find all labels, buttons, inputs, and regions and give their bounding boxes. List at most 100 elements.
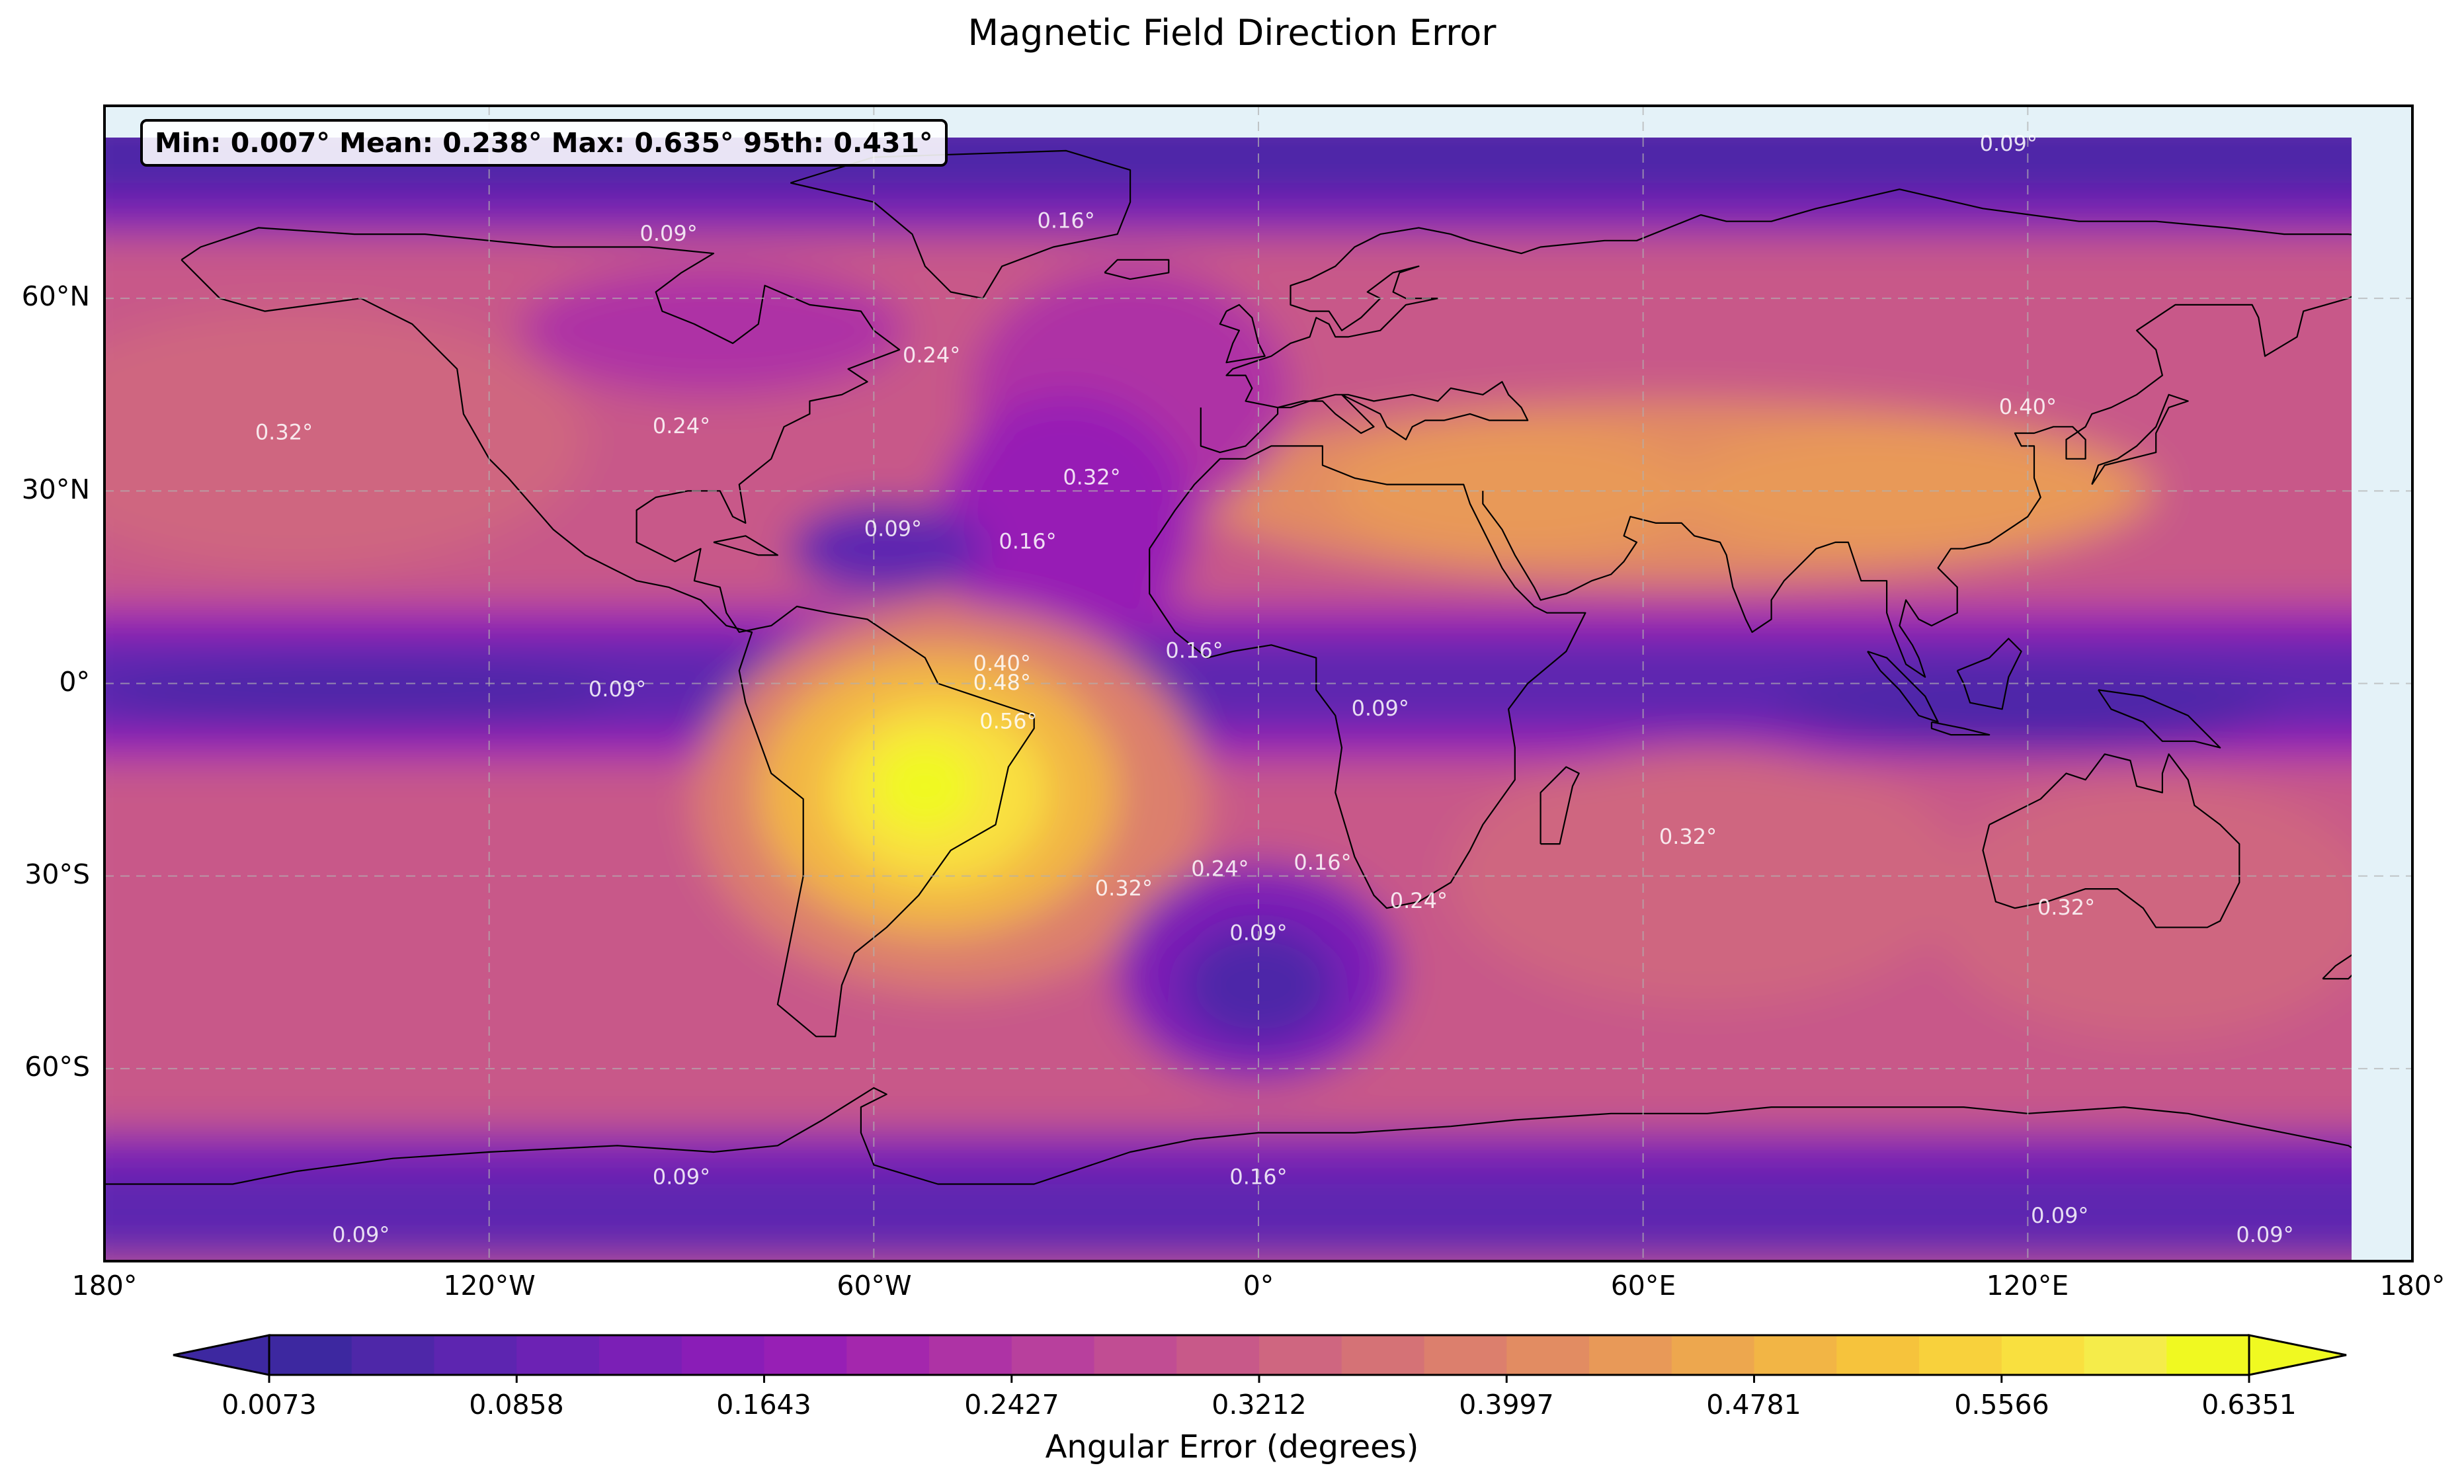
contour-label: 0.16°	[1038, 208, 1095, 233]
stats-box: Min: 0.007° Mean: 0.238° Max: 0.635° 95t…	[140, 119, 948, 167]
coastline	[1149, 445, 1586, 909]
colorbar-tick: 0.5566	[1954, 1389, 2049, 1421]
colorbar-segment	[434, 1335, 517, 1375]
contour-label: 0.09°	[1980, 131, 2037, 156]
coastline	[713, 535, 779, 556]
contour-label: 0.09°	[2031, 1203, 2088, 1228]
lat-label-30n: 30°N	[21, 474, 90, 505]
contour-labels: 0.09° 0.09° 0.16° 0.24° 0.32° 0.24° 0.40° 0.32°…	[255, 131, 2294, 1247]
contour-label: 0.24°	[653, 413, 710, 438]
coastline	[2098, 689, 2221, 749]
coastline	[1930, 721, 1991, 736]
colorbar-min-extend	[173, 1334, 270, 1376]
field-blob	[874, 741, 977, 831]
coastline	[2322, 954, 2352, 980]
colorbar-tick: 0.3997	[1459, 1389, 1554, 1421]
coastline	[2091, 393, 2189, 485]
colorbar-segment	[1919, 1335, 2002, 1375]
coastline	[790, 149, 1131, 300]
colorbar-segment	[1011, 1335, 1095, 1375]
field-band	[104, 606, 2352, 639]
contour-label: 0.32°	[255, 420, 313, 445]
colorbar-segment	[1094, 1335, 1177, 1375]
contour-label: 0.09°	[589, 677, 646, 702]
error-field	[104, 138, 2352, 1260]
contour-label: 0.40°	[1999, 394, 2057, 419]
lon-label-180e: 180°	[2379, 1270, 2445, 1301]
contour-label: 0.09°	[2236, 1222, 2293, 1247]
field-blob	[104, 664, 618, 729]
coastline	[1482, 296, 2352, 678]
contour-label: 0.24°	[903, 343, 960, 368]
colorbar-segment	[764, 1335, 847, 1375]
coastline	[1867, 650, 1939, 723]
lon-label-180w: 180°	[71, 1270, 138, 1301]
colorbar-segment	[1424, 1335, 1507, 1375]
colorbar-segment	[351, 1335, 435, 1375]
colorbar-tick: 0.3212	[1211, 1389, 1307, 1421]
field-blob	[1335, 427, 1695, 556]
contour-label: 0.16°	[999, 529, 1056, 554]
lon-label-60w: 60°W	[837, 1270, 912, 1301]
colorbar-segment	[1341, 1335, 1425, 1375]
colorbar-segment	[2166, 1335, 2250, 1375]
lon-label-60e: 60°E	[1610, 1270, 1676, 1301]
coastline	[1982, 753, 2240, 928]
lon-label-120e: 120°E	[1986, 1270, 2069, 1301]
colorbar-segment	[1836, 1335, 1920, 1375]
field-blob	[938, 394, 1195, 651]
colorbar-segment	[846, 1335, 930, 1375]
gridlines	[104, 106, 2412, 1261]
field-blob	[790, 503, 983, 594]
plot-frame	[103, 104, 2414, 1262]
colorbar-segment	[1754, 1335, 1837, 1375]
colorbar-segment	[1506, 1335, 1590, 1375]
coastline	[1219, 304, 1266, 364]
colorbar-segment	[2084, 1335, 2167, 1375]
colorbar-tick: 0.0858	[469, 1389, 564, 1421]
colorbar-segment	[599, 1335, 682, 1375]
contour-label: 0.09°	[639, 221, 697, 246]
field-band	[104, 195, 2352, 235]
contour-label: 0.32°	[1063, 465, 1120, 490]
lat-label-60n: 60°N	[21, 280, 90, 312]
field-blob	[104, 311, 585, 568]
colorbar-segment	[516, 1335, 600, 1375]
field-blob	[1450, 747, 1964, 1005]
colorbar-segment	[269, 1335, 352, 1375]
colorbar-tick: 0.0073	[222, 1389, 317, 1421]
field-band	[104, 1171, 2352, 1260]
colorbar	[173, 1334, 2347, 1383]
coastline	[1104, 259, 1170, 280]
colorbar-segment	[929, 1335, 1012, 1375]
colorbar-segment	[1259, 1335, 1342, 1375]
coastline	[1956, 638, 2022, 710]
lat-label-60s: 60°S	[24, 1051, 90, 1083]
field-blob	[521, 266, 906, 395]
lon-label-120w: 120°W	[443, 1270, 536, 1301]
colorbar-segment	[2001, 1335, 2085, 1375]
contour-label: 0.09°	[1229, 921, 1287, 946]
field-blob	[1932, 780, 2352, 1037]
colorbar-segment	[681, 1335, 765, 1375]
contour-label: 0.32°	[2037, 895, 2095, 920]
lat-label-30s: 30°S	[24, 858, 90, 890]
colorbar-segment	[1176, 1335, 1260, 1375]
colorbar-segment	[1671, 1335, 1755, 1375]
contour-label: 0.48°	[973, 670, 1031, 695]
coastlines	[104, 149, 2352, 1185]
coastline	[104, 1087, 2352, 1185]
coastline	[1540, 766, 1580, 845]
contour-label: 0.09°	[864, 516, 922, 541]
chart-title: Magnetic Field Direction Error	[967, 12, 1497, 54]
contour-label: 0.09°	[653, 1165, 710, 1190]
lat-label-0: 0°	[59, 666, 90, 698]
colorbar-tick: 0.1643	[716, 1389, 811, 1421]
colorbar-max-extend	[2248, 1334, 2347, 1376]
contour-label: 0.56°	[979, 708, 1037, 733]
coastline	[181, 227, 1035, 1038]
contour-label: 0.09°	[1352, 696, 1409, 721]
contour-label: 0.09°	[332, 1222, 390, 1247]
colorbar-tick: 0.4781	[1706, 1389, 1801, 1421]
